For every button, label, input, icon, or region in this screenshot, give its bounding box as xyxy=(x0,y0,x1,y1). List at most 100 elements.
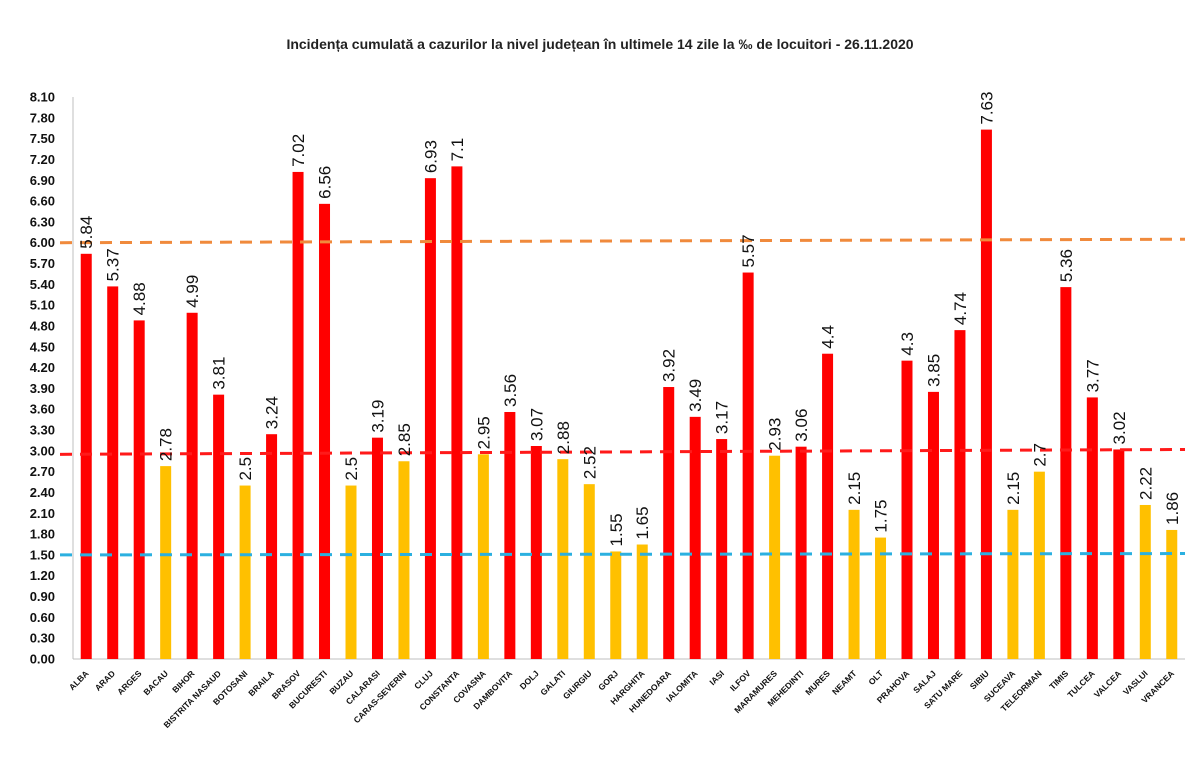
data-label: 2.78 xyxy=(157,428,176,461)
y-tick-label: 7.20 xyxy=(30,152,55,167)
bar xyxy=(451,166,463,659)
data-label: 2.95 xyxy=(474,416,493,449)
data-label: 3.06 xyxy=(792,409,811,442)
y-tick-label: 4.20 xyxy=(30,360,55,375)
data-label: 3.07 xyxy=(527,408,546,441)
bar xyxy=(213,394,225,659)
data-label: 7.63 xyxy=(977,92,996,125)
data-label: 2.15 xyxy=(845,472,864,505)
y-tick-label: 6.00 xyxy=(30,235,55,250)
y-tick-label: 7.80 xyxy=(30,110,55,125)
bar xyxy=(398,461,410,659)
bar xyxy=(663,387,675,659)
bar xyxy=(239,485,251,659)
y-tick-label: 1.50 xyxy=(30,547,55,562)
reference-line xyxy=(59,552,1186,557)
bars-group xyxy=(80,129,1178,660)
y-tick-label: 2.40 xyxy=(30,485,55,500)
y-tick-label: 0.90 xyxy=(30,589,55,604)
y-tick-label: 3.90 xyxy=(30,381,55,396)
data-label: 3.02 xyxy=(1110,411,1129,444)
data-label: 6.93 xyxy=(421,140,440,173)
bar xyxy=(583,484,595,659)
data-label: 3.92 xyxy=(660,349,679,382)
data-label: 3.77 xyxy=(1083,359,1102,392)
data-label: 7.1 xyxy=(448,138,467,162)
data-label: 4.88 xyxy=(130,282,149,315)
bar xyxy=(319,203,331,660)
y-tick-label: 1.80 xyxy=(30,527,55,542)
data-label: 2.5 xyxy=(236,457,255,481)
y-tick-label: 5.40 xyxy=(30,277,55,292)
reference-line xyxy=(59,237,1186,245)
bar xyxy=(80,253,92,659)
bar xyxy=(954,330,966,659)
bar xyxy=(371,437,383,659)
data-label: 2.15 xyxy=(1004,472,1023,505)
bar xyxy=(345,485,357,659)
data-label: 5.84 xyxy=(77,216,96,249)
data-label: 3.24 xyxy=(263,396,282,429)
data-label: 3.56 xyxy=(501,374,520,407)
data-label: 2.7 xyxy=(1030,443,1049,467)
bar xyxy=(742,272,754,659)
y-tick-label: 0.60 xyxy=(30,610,55,625)
data-label: 3.85 xyxy=(924,354,943,387)
bar xyxy=(557,459,569,659)
data-label: 3.49 xyxy=(686,379,705,412)
bar xyxy=(848,509,860,659)
data-label: 5.37 xyxy=(104,248,123,281)
y-axis-ticks: 0.00 0.30 0.60 0.90 1.20 1.50 1.80 2.10 2.40 2.70… xyxy=(30,90,55,667)
data-label: 4.99 xyxy=(183,275,202,308)
bar xyxy=(689,416,701,659)
data-label: 1.86 xyxy=(1163,492,1182,525)
reference-lines xyxy=(59,237,1186,557)
data-label: 7.02 xyxy=(289,134,308,167)
y-tick-label: 6.60 xyxy=(30,194,55,209)
bar xyxy=(424,178,436,659)
bar xyxy=(980,129,992,660)
bar xyxy=(1139,504,1151,659)
y-tick-label: 3.00 xyxy=(30,443,55,458)
data-labels-group: 5.84 5.37 4.88 2.78 4.99 3.81 2.5 3.24 7.02 6.56 2… xyxy=(77,92,1182,547)
bar xyxy=(875,537,887,659)
data-label: 2.52 xyxy=(580,446,599,479)
bar xyxy=(927,391,939,659)
data-label: 4.3 xyxy=(898,332,917,356)
data-label: 3.17 xyxy=(713,401,732,434)
y-tick-label: 4.50 xyxy=(30,339,55,354)
y-tick-label: 2.70 xyxy=(30,464,55,479)
bar xyxy=(769,455,781,659)
y-tick-label: 5.10 xyxy=(30,298,55,313)
y-tick-label: 0.00 xyxy=(30,652,55,667)
y-tick-label: 1.20 xyxy=(30,568,55,583)
bar xyxy=(610,551,622,659)
data-label: 3.19 xyxy=(368,400,387,433)
data-label: 2.93 xyxy=(766,418,785,451)
bar xyxy=(1033,471,1045,659)
data-label: 1.55 xyxy=(607,513,626,546)
bar xyxy=(1166,529,1178,659)
bar xyxy=(477,454,489,659)
data-label: 5.57 xyxy=(739,234,758,267)
data-label: 2.5 xyxy=(342,457,361,481)
bar xyxy=(292,171,304,659)
bar xyxy=(504,411,516,659)
data-label: 3.81 xyxy=(210,357,229,390)
bar xyxy=(1060,287,1072,659)
data-label: 2.22 xyxy=(1136,467,1155,500)
bar xyxy=(1086,397,1098,659)
y-tick-label: 7.50 xyxy=(30,131,55,146)
y-tick-label: 3.30 xyxy=(30,423,55,438)
y-tick-label: 6.90 xyxy=(30,173,55,188)
bar xyxy=(822,353,834,659)
data-label: 2.85 xyxy=(395,423,414,456)
bar xyxy=(1113,449,1125,659)
bar xyxy=(530,445,542,659)
data-label: 4.4 xyxy=(819,325,838,349)
y-tick-label: 3.60 xyxy=(30,402,55,417)
bar xyxy=(133,320,145,659)
data-label: 6.56 xyxy=(316,166,335,199)
